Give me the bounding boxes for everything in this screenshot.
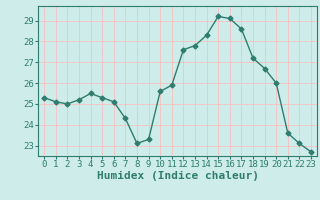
X-axis label: Humidex (Indice chaleur): Humidex (Indice chaleur)	[97, 171, 259, 181]
